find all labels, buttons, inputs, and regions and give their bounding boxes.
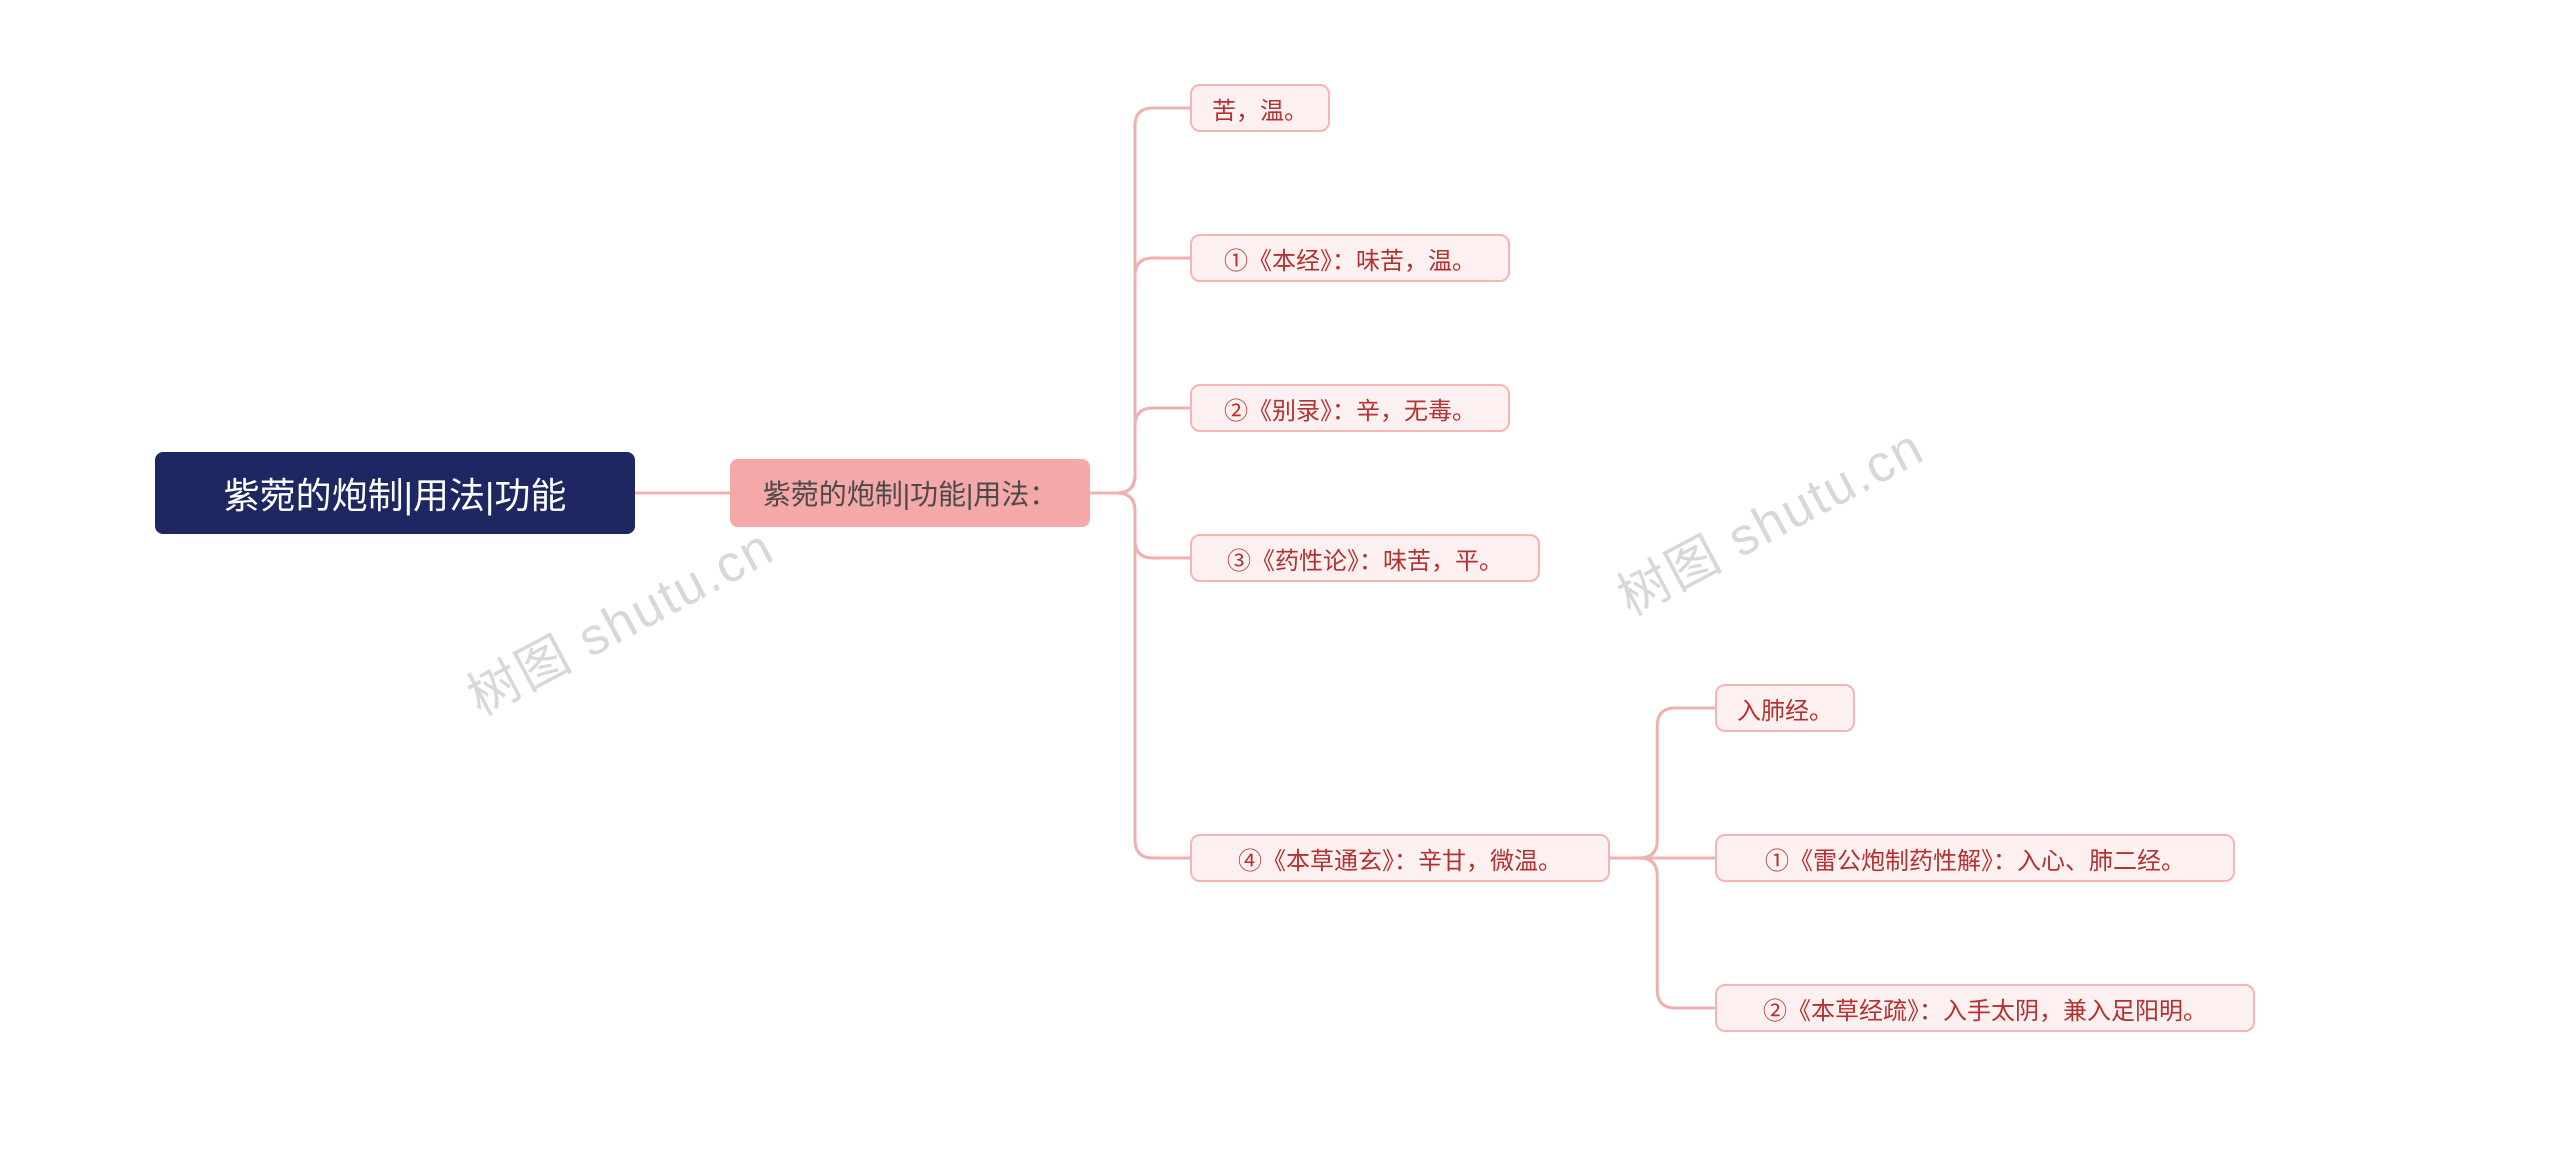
grandchild-node-g1[interactable]: 入肺经。 [1715,684,1855,732]
level1-node[interactable]: 紫菀的炮制|功能|用法： [730,459,1090,527]
grandchild-node-g2[interactable]: ①《雷公炮制药性解》：入心、肺二经。 [1715,834,2235,882]
watermark: 树图 shutu.cn [452,505,785,729]
child-node-c1[interactable]: 苦，温。 [1190,84,1330,132]
watermark: 树图 shutu.cn [1602,405,1935,629]
grandchild-node-g3[interactable]: ②《本草经疏》：入手太阴，兼入足阳明。 [1715,984,2255,1032]
child-node-c2[interactable]: ①《本经》：味苦，温。 [1190,234,1510,282]
child-node-c5[interactable]: ④《本草通玄》：辛甘，微温。 [1190,834,1610,882]
child-node-c4[interactable]: ③《药性论》：味苦，平。 [1190,534,1540,582]
child-node-c3[interactable]: ②《别录》：辛，无毒。 [1190,384,1510,432]
root-node[interactable]: 紫菀的炮制|用法|功能 [155,452,635,534]
